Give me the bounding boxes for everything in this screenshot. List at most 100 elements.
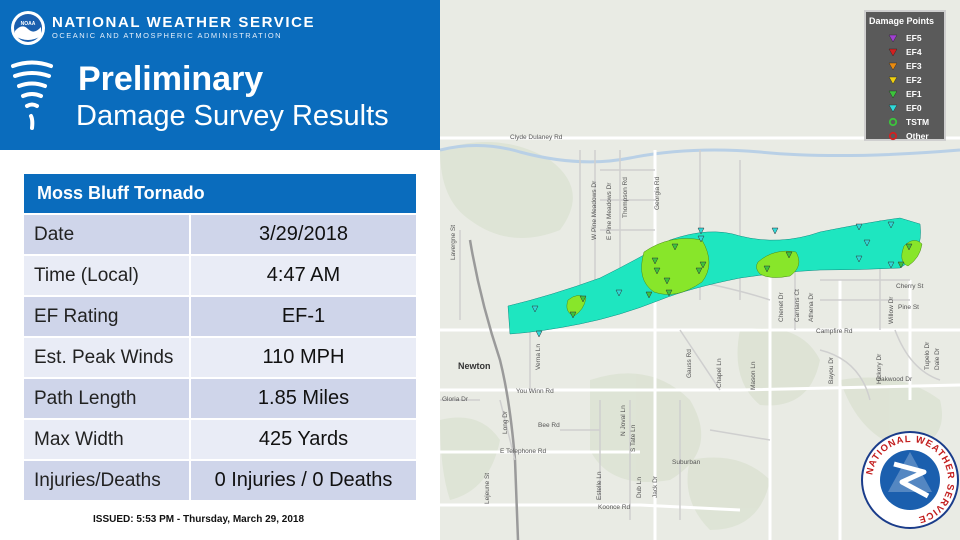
row-label: Est. Peak Winds: [24, 338, 191, 377]
road-label: Verna Ln: [535, 343, 542, 370]
road-label: Willow Dr: [888, 296, 895, 324]
damage-point-ef1: [763, 265, 771, 273]
row-value: 110 MPH: [262, 346, 345, 368]
row-value: 0 Injuries / 0 Deaths: [214, 469, 393, 491]
row-label: Time (Local): [24, 256, 191, 295]
road-label: E Telephone Rd: [500, 448, 547, 455]
damage-point-ef1: [663, 277, 671, 285]
damage-map[interactable]: Clyde Dulaney Rd W Pine Meadows Dr E Pin…: [440, 0, 960, 540]
row-value: 4:47 AM: [266, 264, 341, 286]
road-label: Cherry St: [896, 283, 924, 290]
legend-label: TSTM: [906, 117, 930, 127]
damage-point-ef1: [651, 257, 659, 265]
legend-item: Other: [888, 130, 944, 142]
tornado-icon: [11, 60, 53, 130]
damage-point-ef0: [863, 239, 871, 247]
triangle-marker-icon: [888, 34, 898, 43]
table-row: Max Width 425 Yards: [24, 418, 416, 459]
row-value: 3/29/2018: [259, 223, 348, 245]
org-subtitle: OCEANIC AND ATMOSPHERIC ADMINISTRATION: [52, 31, 283, 40]
damage-point-ef0: [855, 223, 863, 231]
noaa-logo: NOAA: [11, 11, 45, 45]
road-label: Koonce Rd: [598, 504, 631, 511]
road-label: Tupelo Dr: [924, 341, 931, 370]
row-label: Max Width: [24, 420, 191, 459]
circle-marker-icon: [888, 117, 898, 127]
road-label: Dale Dr: [934, 347, 941, 370]
triangle-marker-icon: [888, 48, 898, 57]
road-label: Georgia Rd: [654, 176, 661, 210]
triangle-marker-icon: [888, 76, 898, 85]
damage-point-ef0: [855, 255, 863, 263]
row-value: 425 Yards: [258, 428, 349, 450]
ef1-swath: [641, 238, 710, 295]
road-label: Hickory Dr: [876, 353, 883, 384]
legend-item: EF5: [888, 32, 944, 44]
damage-point-ef1: [699, 261, 707, 269]
road-label: S Tate Ln: [630, 424, 637, 452]
table-row: Path Length 1.85 Miles: [24, 377, 416, 418]
nws-logo: NATIONAL WEATHER SERVICE: [861, 431, 959, 529]
road-label: Chenet Dr: [778, 292, 785, 322]
row-label: EF Rating: [24, 297, 191, 336]
survey-table: Moss Bluff Tornado Date 3/29/2018 Time (Lo…: [24, 174, 416, 500]
legend-item: EF1: [888, 88, 944, 100]
road-label: Lejeune St: [484, 472, 491, 504]
road-label: Gloria Dr: [442, 396, 469, 403]
road-label: Thompson Rd: [622, 177, 629, 218]
road-label: Mason Ln: [750, 361, 757, 390]
legend-item: TSTM: [888, 116, 944, 128]
road-label: Clyde Dulaney Rd: [510, 134, 563, 141]
road-label: Pine St: [898, 304, 919, 311]
legend-item: EF4: [888, 46, 944, 58]
damage-point-ef1: [897, 261, 905, 269]
legend-item: EF0: [888, 102, 944, 114]
legend-label: EF3: [906, 61, 922, 71]
triangle-marker-icon: [888, 104, 898, 113]
legend-label: EF5: [906, 33, 922, 43]
damage-point-ef0: [615, 289, 623, 297]
damage-point-ef1: [785, 251, 793, 259]
damage-point-ef1: [645, 291, 653, 299]
legend: Damage Points EF5 EF4 EF3 EF2 EF1 EF0 TSTM Othe…: [864, 10, 946, 141]
page-title: Preliminary: [78, 60, 264, 98]
damage-point-ef0: [887, 221, 895, 229]
road-label: Suburban: [672, 459, 701, 466]
circle-marker-icon: [888, 131, 898, 141]
legend-label: Other: [906, 131, 929, 141]
map-base: [440, 136, 960, 540]
road-label: Oakwood Dr: [876, 376, 913, 383]
table-row: Date 3/29/2018: [24, 213, 416, 254]
damage-point-ef0: [887, 261, 895, 269]
road-label: Gauss Rd: [686, 349, 693, 378]
damage-point-ef0: [771, 227, 779, 235]
road-label: Campfire Rd: [816, 328, 853, 335]
table-title: Moss Bluff Tornado: [24, 174, 416, 213]
ef0-swath: [507, 217, 921, 335]
page-subtitle: Damage Survey Results: [76, 100, 389, 132]
road-label: You Winn Rd: [516, 388, 554, 395]
road-label: W Pine Meadows Dr: [591, 180, 598, 240]
road-label: Dub Ln: [636, 477, 643, 498]
ef1-swath: [566, 295, 587, 317]
legend-label: EF4: [906, 47, 922, 57]
triangle-marker-icon: [888, 90, 898, 99]
damage-point-ef1: [653, 267, 661, 275]
road-label: N Joval Ln: [620, 405, 627, 436]
ef1-swath: [901, 240, 923, 267]
road-label: Carrians Ct: [794, 289, 801, 322]
damage-point-ef1: [665, 289, 673, 297]
row-label: Date: [24, 215, 191, 254]
damage-point-ef0: [531, 305, 539, 313]
road-label: Estelle Ln: [596, 471, 603, 500]
damage-point-ef1: [671, 243, 679, 251]
road-label: Long Dr: [502, 410, 509, 434]
legend-label: EF2: [906, 75, 922, 85]
header-banner: NOAA NATIONAL WEATHER SERVICE OCEANIC AN…: [0, 0, 440, 150]
damage-point-ef1: [579, 295, 587, 303]
legend-title: Damage Points: [869, 16, 935, 26]
road-label: Lavergne St: [450, 224, 457, 260]
org-name: NATIONAL WEATHER SERVICE: [52, 14, 316, 31]
road-label: Chapel Ln: [716, 358, 723, 388]
damage-point-ef1: [569, 311, 577, 319]
